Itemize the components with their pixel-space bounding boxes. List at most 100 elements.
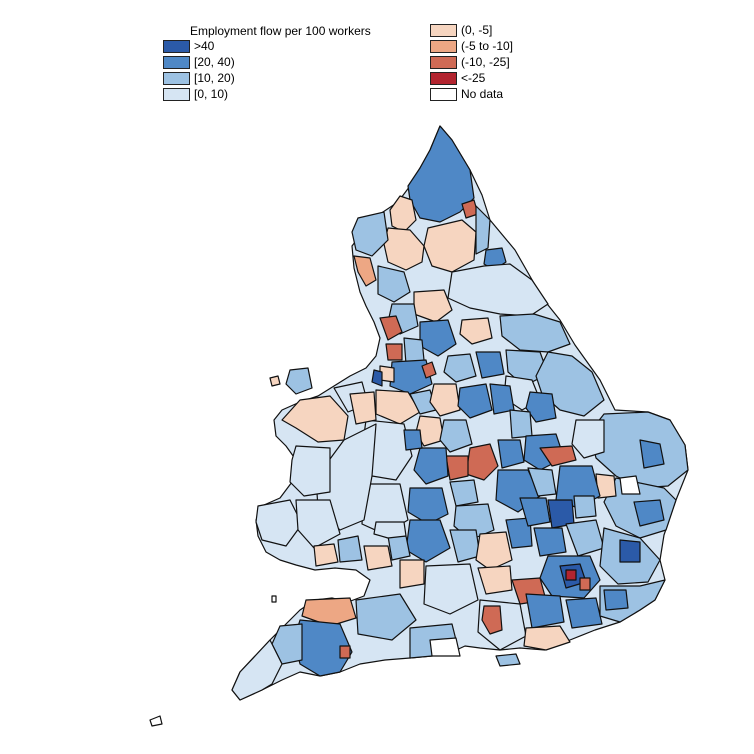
region-stoke bbox=[415, 415, 445, 447]
region-east-riding bbox=[499, 313, 571, 353]
region-cambridge bbox=[573, 495, 597, 519]
region-derby bbox=[457, 383, 493, 419]
region-durham-coast bbox=[475, 205, 491, 255]
region-exeter bbox=[339, 645, 351, 659]
legend-label: [10, 20) bbox=[194, 71, 235, 85]
legend-label: [0, 10) bbox=[194, 87, 229, 101]
legend-label: >40 bbox=[194, 39, 215, 53]
region-copeland bbox=[353, 255, 377, 287]
region-anglesey bbox=[285, 367, 313, 395]
region-torridge bbox=[271, 623, 303, 665]
region-gwynedd bbox=[281, 395, 349, 443]
region-newark bbox=[509, 409, 533, 439]
region-colchester bbox=[619, 539, 641, 563]
region-bristol bbox=[399, 559, 425, 589]
region-kings-lynn bbox=[571, 419, 605, 459]
region-sussex bbox=[523, 625, 571, 651]
region-lincoln bbox=[525, 391, 557, 423]
legend-swatch bbox=[163, 39, 190, 53]
region-swansea bbox=[313, 543, 339, 567]
region-luton bbox=[533, 527, 567, 557]
region-pembrokeshire bbox=[255, 499, 303, 547]
region-salford bbox=[421, 361, 437, 379]
region-denbighshire bbox=[349, 391, 377, 425]
region-coventry bbox=[449, 479, 479, 507]
region-lancaster bbox=[379, 315, 403, 341]
region-northumberland bbox=[407, 125, 475, 223]
region-wiltshire bbox=[423, 563, 479, 615]
legend-title: Employment flow per 100 workers bbox=[190, 24, 371, 38]
region-ipswich bbox=[633, 499, 665, 527]
region-south-kesteven bbox=[539, 445, 577, 467]
legend-label: (-5 to -10] bbox=[461, 39, 514, 53]
legend-item-20-40: [20, 40) bbox=[163, 55, 235, 69]
legend-swatch bbox=[430, 87, 457, 101]
legend-item-0-neg5: (0, -5] bbox=[430, 23, 492, 37]
region-isle-of-wight bbox=[495, 653, 521, 667]
region-norwich bbox=[639, 439, 665, 469]
region-holy-island bbox=[269, 375, 281, 387]
legend-swatch bbox=[430, 39, 457, 53]
region-somerset bbox=[355, 593, 417, 641]
region-medway bbox=[603, 589, 629, 611]
region-kettering bbox=[527, 467, 557, 497]
region-somerset-west bbox=[301, 597, 357, 627]
region-cardiff bbox=[363, 545, 393, 571]
legend-label: [20, 40) bbox=[194, 55, 235, 69]
region-telford bbox=[403, 429, 423, 451]
region-surrey bbox=[525, 593, 565, 629]
legend-swatch bbox=[163, 55, 190, 69]
region-liverpool bbox=[371, 369, 383, 387]
region-worcester bbox=[407, 487, 449, 525]
legend-item-neg5-neg10: (-5 to -10] bbox=[430, 39, 513, 53]
region-melton bbox=[497, 439, 525, 469]
region-lundy bbox=[271, 595, 277, 603]
region-oxfordshire bbox=[475, 531, 513, 571]
region-carmarthenshire bbox=[295, 499, 341, 549]
region-no-data-south bbox=[429, 637, 461, 657]
region-south-lakeland bbox=[377, 265, 411, 303]
legend-swatch bbox=[430, 71, 457, 85]
legend-swatch bbox=[430, 23, 457, 37]
region-sheffield bbox=[443, 353, 477, 383]
region-north-yorkshire bbox=[447, 263, 549, 317]
region-cheshire bbox=[375, 389, 421, 425]
region-london-east bbox=[579, 577, 591, 591]
region-cornwall bbox=[231, 639, 283, 701]
legend-label: (0, -5] bbox=[461, 23, 493, 37]
legend-swatch bbox=[163, 87, 190, 101]
legend-item-neg10-neg25: (-10, -25] bbox=[430, 55, 510, 69]
region-high-peak bbox=[429, 383, 461, 417]
region-doncaster bbox=[475, 351, 505, 379]
region-oxford bbox=[505, 517, 533, 549]
region-winchester bbox=[481, 605, 503, 635]
region-scilly bbox=[149, 715, 163, 727]
legend-label: <-25 bbox=[461, 71, 486, 85]
region-county-durham bbox=[423, 219, 477, 273]
legend-item-gt40: >40 bbox=[163, 39, 214, 53]
region-birmingham bbox=[413, 447, 449, 485]
region-blackburn bbox=[385, 343, 403, 361]
legend-item-10-20: [10, 20) bbox=[163, 71, 235, 85]
legend-label: No data bbox=[461, 87, 504, 101]
region-eden bbox=[383, 227, 425, 271]
region-neath bbox=[337, 535, 363, 563]
region-newbury bbox=[477, 565, 513, 595]
region-staffordshire bbox=[439, 419, 473, 453]
region-york bbox=[459, 317, 493, 345]
region-monmouthshire bbox=[373, 521, 407, 539]
region-newport bbox=[387, 535, 411, 561]
legend-label: (-10, -25] bbox=[461, 55, 510, 69]
legend-item-lt-neg25: <-25 bbox=[430, 71, 485, 85]
legend-item-0-10: [0, 10) bbox=[163, 87, 228, 101]
region-hinckley bbox=[445, 455, 469, 481]
legend-swatch bbox=[163, 71, 190, 85]
region-ceredigion bbox=[289, 445, 331, 497]
region-no-data-suffolk bbox=[619, 475, 641, 495]
region-london-city bbox=[565, 569, 577, 581]
region-crawley bbox=[565, 597, 603, 629]
region-allerdale bbox=[351, 211, 389, 257]
legend-item-no-data: No data bbox=[430, 87, 503, 101]
legend-swatch bbox=[430, 55, 457, 69]
